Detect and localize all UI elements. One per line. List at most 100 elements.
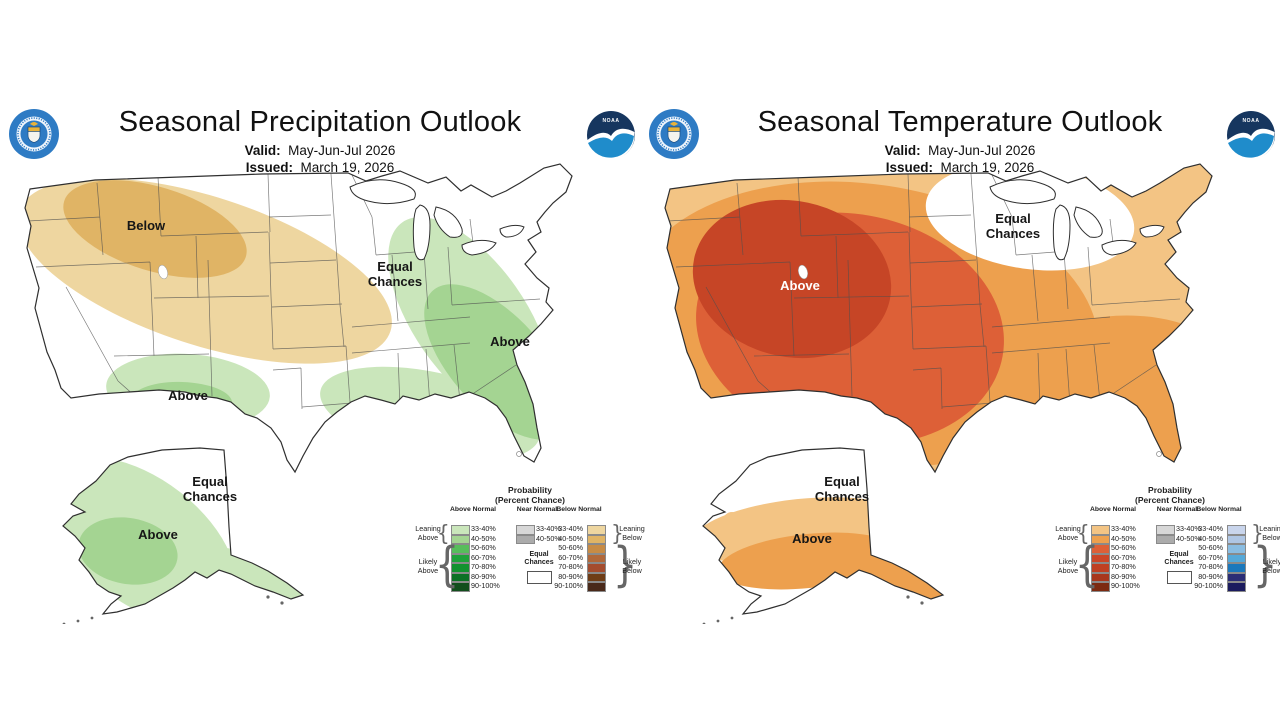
lake-erie [1101, 239, 1137, 256]
valid-label: Valid: [244, 143, 281, 158]
legend-likely-below-line1: Likely [622, 557, 642, 566]
legend-chip [587, 582, 606, 592]
legend-chip [516, 534, 535, 544]
legend-chip [1156, 525, 1175, 535]
great-salt-lake [158, 264, 168, 280]
valid-line: Valid: May-Jun-Jul 2026 [640, 143, 1280, 158]
brace-icon: { [1077, 520, 1090, 546]
brace-icon: } [1251, 520, 1264, 546]
brace-icon: { [437, 520, 450, 546]
issued-value: March 19, 2026 [300, 160, 395, 175]
legend-chip [1227, 525, 1246, 535]
legend-leaning-above-line1: Leaning [415, 524, 441, 533]
lake-ontario [1139, 224, 1165, 238]
legend-likely-above-line2: Above [1057, 566, 1079, 575]
legend-row-label: 80-90% [558, 571, 583, 581]
legend-likely-below: Likely Below [1259, 557, 1280, 575]
region-above-sw-label: Above [168, 388, 208, 403]
legend-likely-below-line1: Likely [1262, 557, 1280, 566]
lake-michigan [412, 204, 431, 261]
equal-chances-label: Chances [368, 274, 422, 289]
legend-col-above-normal: Above Normal [449, 506, 497, 513]
precipitation-outlook-panel: NOAA Seasonal Precipitation Outlook Vali… [0, 104, 645, 720]
florida-marker [1156, 451, 1162, 457]
legend-row-label: 33-40% [536, 524, 561, 533]
legend-row-label: 60-70% [1198, 552, 1223, 562]
alaska-panhandle-region [841, 548, 943, 610]
legend-row-label: 40-50% [471, 533, 496, 543]
page-title: Seasonal Temperature Outlook [757, 106, 1163, 138]
valid-label: Valid: [884, 143, 921, 158]
valid-value: May-Jun-Jul 2026 [928, 143, 1036, 158]
alaska-panhandle-region [201, 547, 303, 611]
legend-chip [451, 534, 470, 544]
legend-leaning-below-line1: Leaning [1259, 524, 1280, 533]
legend-row-label: 50-60% [1111, 543, 1136, 552]
legend-row-label: 70-80% [471, 562, 496, 571]
legend-leaning-below-line1: Leaning [619, 524, 645, 533]
brace-icon: { [435, 536, 460, 592]
legend-col-below-normal: Below Normal [1196, 506, 1242, 513]
brace-icon: { [1075, 536, 1100, 592]
legend-row-label: 33-40% [1111, 524, 1136, 533]
legend-row-label: 90-100% [1194, 581, 1223, 590]
equal-chances-label: Chances [986, 226, 1040, 241]
probability-legend: Probability (Percent Chance) Above Norma… [415, 485, 645, 621]
lake-huron [433, 206, 463, 238]
legend-row-label: 90-100% [1111, 581, 1140, 590]
alaska-above-label: Above [138, 527, 178, 542]
equal-chances-label: Equal [377, 259, 412, 274]
alaska-equal-chances-label: Equal [824, 474, 859, 489]
legend-chip [1091, 582, 1110, 592]
legend-chip [1227, 544, 1246, 554]
conus-outline [664, 163, 1213, 474]
region-equal-chances [925, 164, 1135, 271]
aleutian-island [730, 616, 734, 620]
legend-col-below-normal: Below Normal [556, 506, 602, 513]
legend-equal-chances: Equal Chances [1153, 551, 1205, 568]
legend-chip [516, 525, 535, 535]
legend-likely-below: Likely Below [619, 557, 645, 575]
issued-label: Issued: [885, 160, 933, 175]
valid-line: Valid: May-Jun-Jul 2026 [0, 143, 640, 158]
legend-chip [451, 582, 470, 592]
lake-michigan [1052, 204, 1071, 261]
legend-likely-above-line1: Likely [1058, 557, 1078, 566]
precipitation-map: Below Equal Chances Above Above Equal Ch… [24, 163, 573, 624]
legend-row-label: 60-70% [558, 552, 583, 562]
lake-superior [349, 179, 416, 205]
alaska-above-label: Above [792, 531, 832, 546]
legend-chip [1227, 553, 1246, 563]
legend-chip [1227, 563, 1246, 573]
legend-chip [1091, 572, 1110, 582]
aleutian-island [62, 622, 66, 624]
legend-likely-below-line2: Below [1262, 566, 1280, 575]
alaska-equal-chances-label: Chances [815, 489, 869, 504]
region-above-east-label: Above [490, 334, 530, 349]
legend-row-label: 90-100% [471, 581, 500, 590]
legend-row-label: 50-60% [558, 543, 583, 552]
legend-title-line1: Probability [508, 485, 552, 495]
legend-row-label: 33-40% [1198, 524, 1223, 533]
legend-row-label: 33-40% [471, 524, 496, 533]
legend-likely-above: Likely Above [415, 557, 441, 575]
panhandle-island [906, 595, 910, 599]
legend-equal-chances-line2: Chances [1164, 559, 1194, 567]
legend-chip [451, 544, 470, 554]
legend-row-label: 40-50% [1176, 533, 1201, 543]
legend-leaning-above: Leaning Above [415, 524, 441, 542]
brace-icon: } [611, 520, 624, 546]
aleutian-island [702, 622, 706, 624]
legend-chip [1227, 534, 1246, 544]
legend-row-label: 80-90% [1198, 571, 1223, 581]
legend-likely-above-line2: Above [417, 566, 439, 575]
panhandle-island [920, 601, 924, 605]
lake-superior [989, 179, 1056, 205]
legend-row-label: 40-50% [1111, 533, 1136, 543]
legend-col-near-normal: Near Normal [1156, 506, 1198, 513]
equal-chances-label: Equal [995, 211, 1030, 226]
legend-col-above-normal: Above Normal [1089, 506, 1137, 513]
state-borders [27, 173, 541, 410]
florida-marker [516, 451, 522, 457]
lake-huron [1073, 206, 1103, 238]
